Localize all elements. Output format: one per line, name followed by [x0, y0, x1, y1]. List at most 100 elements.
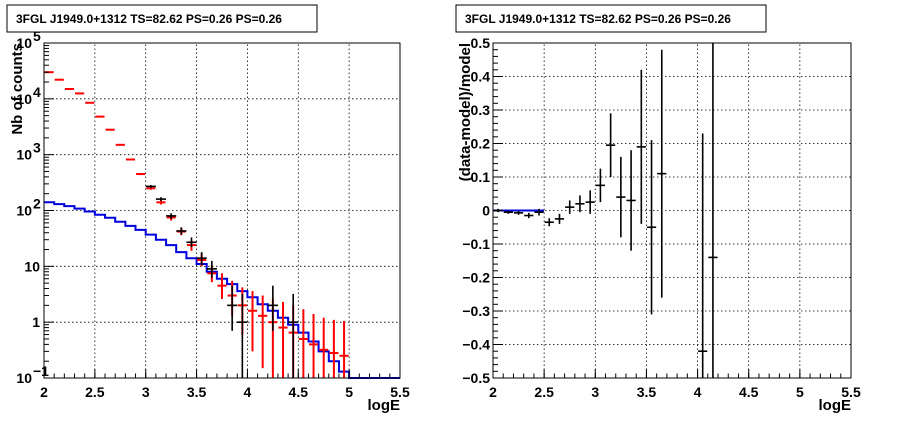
right-residual-point — [698, 133, 708, 378]
left-data-point — [145, 185, 156, 188]
right-residual-point — [544, 218, 554, 227]
left-x-tick-label: 5 — [345, 384, 353, 400]
right-x-tick-label: 3 — [591, 384, 599, 400]
right-x-tick-label: 3.5 — [637, 384, 657, 400]
left-y-axis-label: Nb of counts — [9, 43, 26, 135]
right-residual-point — [636, 69, 646, 224]
left-x-tick-label: 5.5 — [390, 384, 410, 400]
left-data-point — [186, 237, 197, 248]
right-y-tick-label: −0.1 — [462, 236, 490, 252]
right-residual-point — [606, 113, 616, 177]
left-data-point — [267, 285, 278, 331]
left-y-tick-exponent: 5 — [33, 28, 41, 44]
right-residual-point — [513, 210, 524, 215]
right-residual-point — [554, 213, 565, 224]
left-y-tick-label: 10 — [16, 147, 32, 163]
right-x-tick-label: 2 — [489, 384, 497, 400]
right-chart-title: 3FGL J1949.0+1312 TS=82.62 PS=0.26 PS=0.… — [465, 12, 731, 26]
left-x-tick-label: 3.5 — [187, 384, 207, 400]
right-title-box — [455, 4, 767, 33]
left-y-tick-label: 10 — [16, 370, 32, 386]
right-y-tick-label: 0 — [482, 203, 490, 219]
left-y-tick-exponent: 4 — [33, 84, 41, 100]
right-x-tick-label: 5.5 — [841, 384, 861, 400]
left-y-tick-label: 10 — [16, 203, 32, 219]
left-y-tick-exponent: 2 — [33, 196, 41, 212]
right-x-tick-label: 5 — [796, 384, 804, 400]
left-data-point — [227, 285, 238, 331]
right-grid — [493, 43, 851, 378]
right-residuals-series — [493, 43, 718, 378]
left-model-point — [136, 172, 146, 176]
left-x-tick-label: 2.5 — [85, 384, 105, 400]
right-y-tick-label: 0.1 — [471, 169, 491, 185]
left-y-tick-exponent: 3 — [33, 140, 41, 156]
left-x-tick-label: 4.5 — [289, 384, 309, 400]
left-y-tick-exponent: −1 — [33, 363, 49, 379]
right-y-tick-label: −0.4 — [462, 337, 490, 353]
left-x-tick-label: 4 — [244, 384, 252, 400]
right-residual-point — [565, 200, 575, 214]
left-model-point — [278, 301, 288, 378]
left-model-point — [156, 200, 166, 205]
left-x-axis-label: logE — [368, 397, 401, 414]
right-y-tick-labels: −0.5 −0.4 −0.3 −0.2 −0.1 0 0.1 0.2 0.3 0.4 0.5 — [462, 35, 490, 386]
right-y-tick-label: 0.4 — [471, 69, 491, 85]
left-model-point — [319, 317, 329, 378]
right-residual-point — [534, 208, 544, 216]
right-residual-point — [708, 43, 718, 378]
left-x-tick-label: 2 — [40, 384, 48, 400]
left-panel: 3FGL J1949.0+1312 TS=82.62 PS=0.26 PS=0.… — [6, 4, 410, 414]
left-y-tick-label: 10 — [16, 91, 32, 107]
left-data-point — [176, 227, 187, 235]
right-panel: 3FGL J1949.0+1312 TS=82.62 PS=0.26 PS=0.… — [455, 4, 861, 414]
left-data-point — [166, 213, 177, 219]
right-y-tick-label: 0.3 — [471, 102, 491, 118]
left-data-point — [196, 252, 207, 266]
left-x-tick-labels: 2 2.5 3 3.5 4 4.5 5 5.5 — [40, 384, 410, 400]
right-residual-point — [585, 190, 595, 214]
left-model-point — [329, 319, 339, 378]
left-data-point — [237, 293, 248, 378]
left-model-point — [247, 291, 258, 352]
left-model-point — [308, 314, 319, 378]
right-residual-point — [657, 49, 667, 298]
right-x-tick-labels: 2 2.5 3 3.5 4 4.5 5 5.5 — [489, 384, 861, 400]
left-title-box — [6, 4, 318, 33]
right-y-tick-label: 0.2 — [471, 136, 491, 152]
left-grid — [44, 43, 400, 378]
left-model-point — [339, 320, 349, 378]
right-residual-point — [646, 140, 657, 315]
right-y-axis-label: (data-model)/model — [457, 43, 474, 181]
right-x-tick-label: 2.5 — [534, 384, 554, 400]
left-x-tick-label: 3 — [142, 384, 150, 400]
left-ticks — [43, 42, 401, 379]
right-residual-point — [595, 168, 606, 203]
right-residual-point — [575, 195, 585, 213]
left-model-point — [298, 309, 308, 378]
left-model-point — [125, 158, 136, 161]
right-y-tick-label: −0.2 — [462, 270, 490, 286]
left-model-point — [258, 295, 268, 369]
left-data-point — [288, 293, 299, 378]
right-residual-point — [524, 212, 534, 219]
left-data-point — [206, 260, 217, 278]
right-x-axis-label: logE — [819, 397, 852, 414]
right-y-tick-label: 0.5 — [471, 35, 491, 51]
right-residual-point — [503, 210, 513, 214]
right-residual-point — [616, 156, 626, 238]
left-y-tick-label: 1 — [32, 314, 40, 330]
right-y-tick-label: −0.3 — [462, 303, 490, 319]
left-chart-title: 3FGL J1949.0+1312 TS=82.62 PS=0.26 PS=0.… — [16, 12, 282, 26]
right-x-tick-label: 4 — [694, 384, 702, 400]
right-x-tick-label: 4.5 — [739, 384, 759, 400]
left-data-series — [145, 185, 299, 378]
right-residual-point — [626, 150, 636, 251]
left-data-point — [155, 197, 167, 201]
left-y-tick-label: 10 — [16, 35, 32, 51]
left-y-tick-label: 10 — [24, 258, 40, 274]
right-ticks — [492, 42, 852, 379]
left-model-point — [217, 273, 227, 299]
